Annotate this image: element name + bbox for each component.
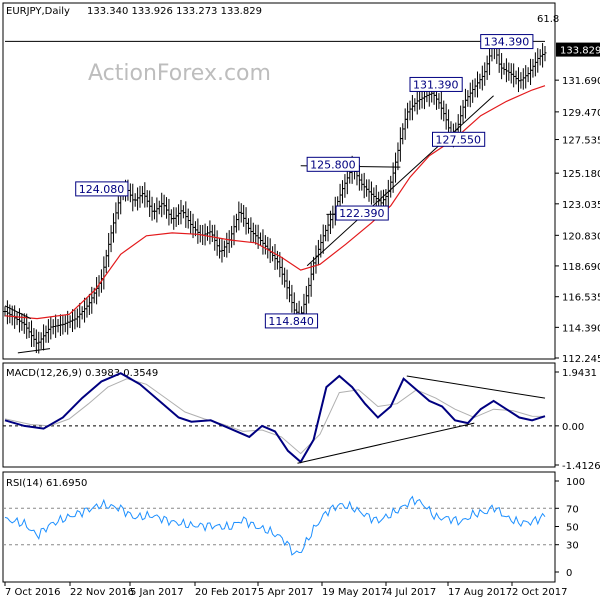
macd-tick-label: -1.4126 [562,461,600,472]
price-label-box [432,131,486,147]
macd-tick-label: 0.00 [562,422,584,433]
rsi-tick-label: 100 [566,477,585,488]
ohlc-header: 133.340 133.926 133.273 133.829 [87,6,262,17]
watermark: ActionForex.com [88,61,271,86]
moving-average-line [4,85,546,320]
price-label: 124.080 [79,183,125,196]
price-tick-label: 123.035 [562,200,600,211]
price-panel-frame [2,2,556,360]
rsi-tick-label: 30 [566,541,579,552]
date-tick-label: 5 Jan 2017 [130,587,184,598]
rsi-line [4,495,546,556]
macd-trendline [406,375,546,399]
price-tick-label: 114.390 [562,323,600,334]
price-label-box [335,205,389,221]
price-label: 122.390 [339,207,385,220]
macd-tick-label: 1.9431 [562,368,597,379]
price-tick-label: 112.245 [562,354,600,365]
rsi-tick-label: 70 [566,504,579,515]
price-label-box [409,76,463,92]
price-tick-label: 127.535 [562,136,600,147]
symbol-header: EURJPY,Daily [6,6,70,17]
price-label: 125.800 [310,158,356,171]
date-tick-label: 2 Oct 2017 [512,587,567,598]
price-tick-label: 120.830 [562,231,600,242]
rsi-tick-label: 0 [566,568,572,579]
price-label-box [264,313,319,329]
trendline [306,95,494,267]
price-label-box [480,34,534,50]
last-price-box [556,42,600,57]
trendline [17,348,51,354]
price-series: 134.390 131.390 127.550 125.800 124.080 122.3… [3,34,547,354]
macd-panel-frame [2,362,556,468]
price-label-box [75,181,129,197]
price-label: 127.550 [436,133,482,146]
price-label: 114.840 [268,315,314,328]
macd-header: MACD(12,26,9) 0.3983 0.3549 [6,368,158,379]
date-tick-label: 17 Aug 2017 [448,587,512,598]
rsi-tick-label: 50 [566,523,579,534]
date-tick-label: 5 Apr 2017 [258,587,313,598]
price-tick-label: 131.690 [562,76,600,87]
date-tick-label: 7 Oct 2016 [5,587,60,598]
date-tick-label: 22 Nov 2016 [70,587,134,598]
trendline [4,305,31,320]
price-label-box [306,156,360,172]
rsi-header: RSI(14) 61.6950 [6,478,87,489]
axes: 131.690 129.470 127.535 125.180 123.035 120.8… [4,42,600,598]
date-tick-label: 20 Feb 2017 [195,587,257,598]
price-tick-label: 129.470 [562,108,600,119]
price-label: 134.390 [484,36,530,49]
date-tick-label: 19 May 2017 [322,587,387,598]
price-tick-label: 118.690 [562,262,600,273]
macd-trendline [297,422,475,464]
macd-line [4,372,546,464]
price-label: 131.390 [413,78,459,91]
macd-series [3,372,555,464]
price-tick-label: 125.180 [562,169,600,180]
rsi-series [3,495,555,556]
macd-signal-line [4,378,546,455]
price-tick-label: 116.535 [562,293,600,304]
date-tick-label: 4 Jul 2017 [386,587,436,598]
last-price-label: 133.829 [560,46,600,57]
fib-label: 61.8 [537,14,559,25]
